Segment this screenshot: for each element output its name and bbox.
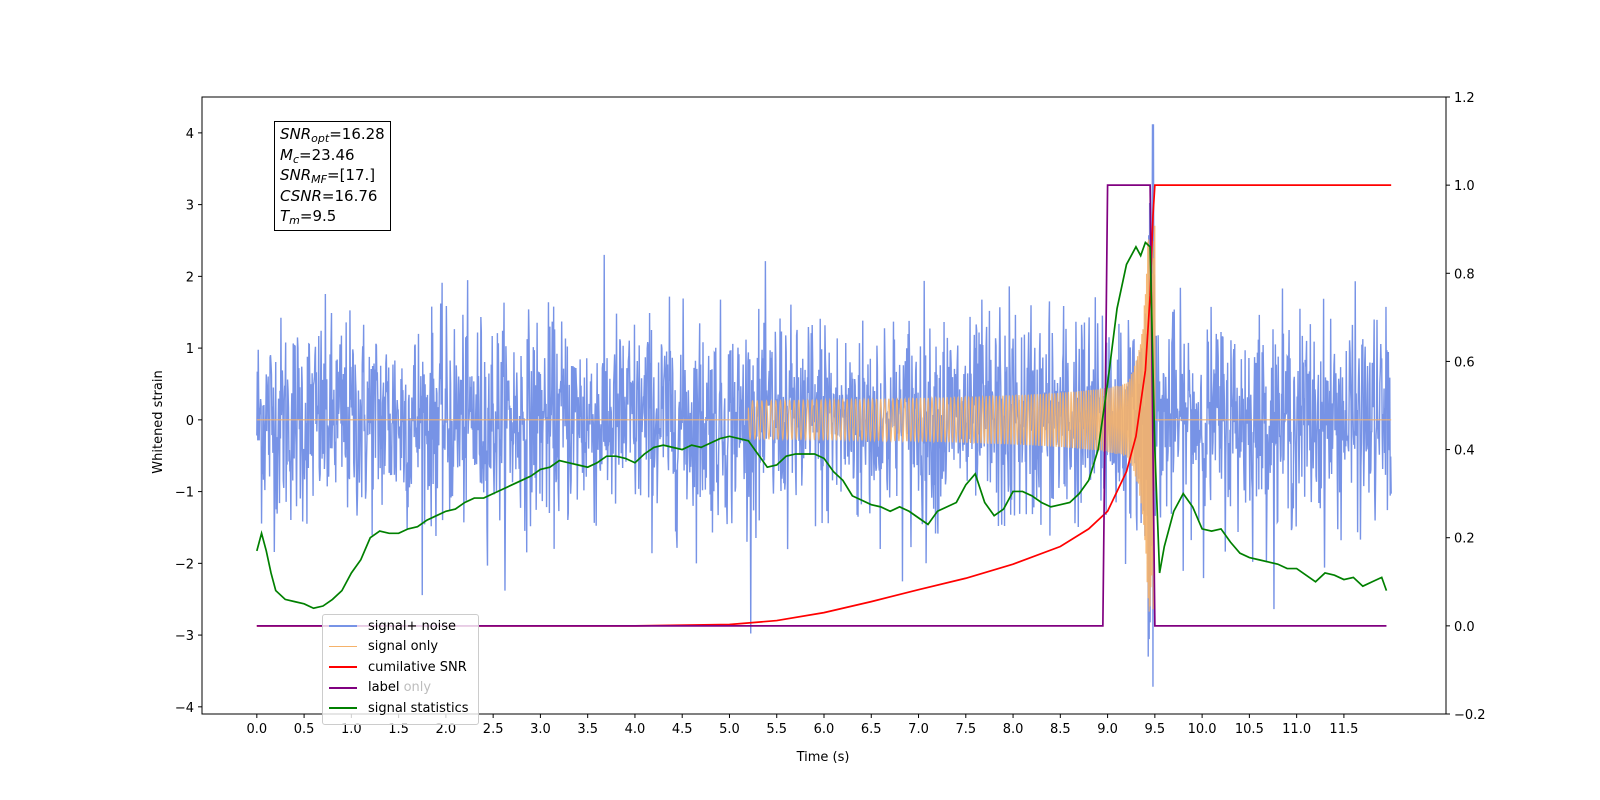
signal-noise-line <box>256 124 1392 687</box>
merger-time-annotation: Tm=9.5 <box>280 207 337 227</box>
x-tick-label: 0.0 <box>246 722 267 737</box>
legend-label: signal+ noise <box>368 618 457 634</box>
legend-label: cumilative SNR <box>368 659 467 675</box>
x-tick-label: 7.0 <box>908 722 929 737</box>
chart-legend: signal+ noise signal only cumilative SNR… <box>322 614 479 725</box>
x-tick-label: 4.0 <box>625 722 646 737</box>
y-right-tick-label: −0.2 <box>1454 708 1486 723</box>
series-layer <box>256 124 1392 687</box>
legend-label-stack: label only label <box>368 680 431 695</box>
x-tick-label: 6.5 <box>861 722 882 737</box>
y-right-tick-label: 0.8 <box>1454 267 1475 282</box>
legend-swatch <box>329 707 357 709</box>
label-line <box>256 184 1387 627</box>
snr-opt-annotation: SNRopt=16.28 <box>280 125 385 145</box>
legend-item-signal-noise: signal+ noise <box>329 617 456 635</box>
legend-item-signal-statistics: signal statistics <box>329 699 469 717</box>
y-left-tick-label: 3 <box>186 199 194 214</box>
legend-swatch <box>329 646 357 647</box>
x-tick-label: 3.0 <box>530 722 551 737</box>
y-right-tick-label: 0.0 <box>1454 620 1475 635</box>
legend-label: signal statistics <box>368 700 469 716</box>
x-tick-label: 10.5 <box>1235 722 1264 737</box>
y-left-tick-label: −1 <box>175 486 194 501</box>
x-tick-label: 11.5 <box>1329 722 1358 737</box>
legend-swatch <box>329 686 357 689</box>
chirp-mass-annotation: Mc=23.46 <box>280 145 355 166</box>
x-tick-label: 5.0 <box>719 722 740 737</box>
x-tick-label: 1.5 <box>388 722 409 737</box>
x-tick-label: 9.5 <box>1145 722 1166 737</box>
axes-layer: 0.0 0.5 1.0 1.5 2.0 2.5 3.0 3.5 4.0 4.5 5.0 5.5 6.0 6… <box>175 91 1486 737</box>
legend-label: signal only <box>368 639 439 654</box>
snr-mf-annotation: SNRMF=[17.] <box>280 166 376 186</box>
csnr-annotation: CSNR=16.76 <box>280 186 378 205</box>
y-right-tick-label: 1.0 <box>1454 179 1475 194</box>
legend-item-label: label only label <box>329 679 431 697</box>
x-tick-label: 8.0 <box>1003 722 1024 737</box>
x-tick-label: 0.5 <box>294 722 315 737</box>
metrics-annotation-box: SNRopt=16.28 Mc=23.46 SNRMF=[17.] CSNR=1… <box>274 121 391 231</box>
y-left-tick-label: 1 <box>186 342 194 357</box>
x-tick-label: 4.5 <box>672 722 693 737</box>
x-tick-label: 7.5 <box>955 722 976 737</box>
y-left-tick-label: −2 <box>175 557 194 572</box>
y-left-tick-label: 0 <box>186 414 194 429</box>
y-right-tick-label: 0.4 <box>1454 444 1475 459</box>
x-tick-label: 11.0 <box>1282 722 1311 737</box>
legend-swatch <box>329 625 357 627</box>
y-left-tick-label: −3 <box>175 629 194 644</box>
x-tick-label: 1.0 <box>341 722 362 737</box>
signal-only-line <box>256 225 1392 612</box>
signal-statistics-line <box>256 240 1388 610</box>
x-tick-label: 8.5 <box>1050 722 1071 737</box>
x-tick-label: 3.5 <box>577 722 598 737</box>
x-axis-label: Time (s) <box>796 750 850 765</box>
y-right-tick-label: 0.2 <box>1454 532 1475 547</box>
legend-label-hidden: label only <box>368 680 432 695</box>
x-tick-label: 2.0 <box>436 722 457 737</box>
x-tick-label: 5.5 <box>766 722 787 737</box>
x-tick-label: 9.0 <box>1097 722 1118 737</box>
y-left-tick-label: 4 <box>186 127 194 142</box>
legend-item-signal-only: signal only <box>329 638 438 656</box>
legend-swatch <box>329 666 357 668</box>
y-left-tick-label: −4 <box>175 701 194 716</box>
y-right-tick-label: 0.6 <box>1454 355 1475 370</box>
x-tick-label: 10.0 <box>1188 722 1217 737</box>
y-right-tick-label: 1.2 <box>1454 91 1475 106</box>
y-left-tick-label: 2 <box>186 270 194 285</box>
legend-item-cumulative-snr: cumilative SNR <box>329 658 467 676</box>
legend-label: label <box>368 680 400 695</box>
cumulative-snr-line <box>256 184 1392 627</box>
x-tick-label: 2.5 <box>483 722 504 737</box>
x-tick-label: 6.0 <box>814 722 835 737</box>
y-axis-label: Whitened strain <box>151 370 166 473</box>
